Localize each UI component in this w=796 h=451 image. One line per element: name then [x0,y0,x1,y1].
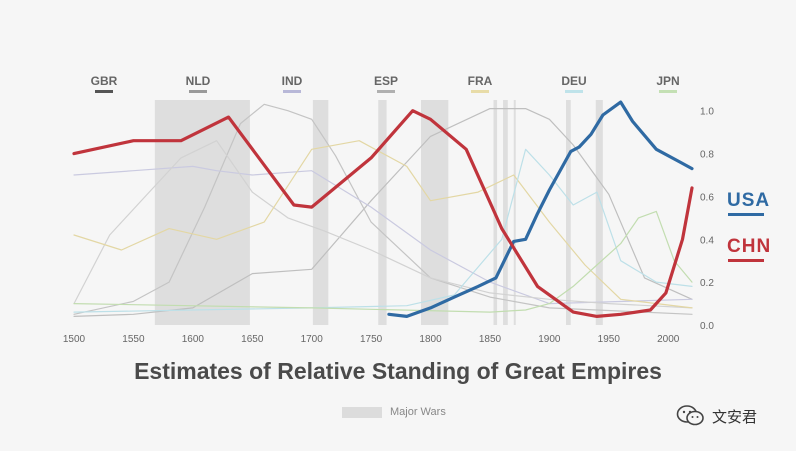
y-tick-label-0.8: 0.8 [700,150,714,161]
big-label-usa: USA [727,190,770,211]
series-line-esp [73,140,693,309]
war-band-3 [421,100,449,325]
y-tick-label-0.0: 0.0 [700,321,714,332]
legend-label-gbr: GBR [91,74,118,88]
x-tick-label-1550: 1550 [122,334,145,345]
x-tick-label-1750: 1750 [360,334,383,345]
legend-swatch-fra [471,90,489,93]
legend-label-fra: FRA [468,74,493,88]
chart-title: Estimates of Relative Standing of Great … [134,358,662,384]
legend-label-nld: NLD [186,74,211,88]
series-line-ind [73,165,693,305]
legend-swatch-esp [377,90,395,93]
big-label-underline-chn [728,259,764,262]
x-tick-label-1500: 1500 [63,334,86,345]
x-tick-label-2000: 2000 [657,334,680,345]
series-line-fra [73,140,693,309]
wars-legend: Major Wars [342,405,446,419]
legend-swatch-deu [565,90,583,93]
minor-series-lines [73,103,693,317]
legend-swatch-gbr [95,90,113,93]
wechat-icon [676,405,704,426]
war-band-2 [378,100,387,325]
legend-swatch-ind [283,90,301,93]
big-label-underline-usa [728,213,764,216]
y-tick-label-0.2: 0.2 [700,278,714,289]
x-tick-label-1850: 1850 [479,334,502,345]
x-tick-label-1800: 1800 [419,334,442,345]
legend-label-ind: IND [282,74,303,88]
x-tick-label-1600: 1600 [182,334,205,345]
legend-label-deu: DEU [561,74,586,88]
big-label-chn: CHN [727,236,771,257]
series-line-usa [387,100,694,318]
wars-legend-label: Major Wars [390,406,446,418]
war-band-1 [312,100,329,325]
series-line-nld [73,103,693,315]
legend-swatch-jpn [659,90,677,93]
x-axis-ticks: 1500 1550 1600 1650 1700 1750 1800 1850 1900 1950… [63,334,680,345]
watermark-text: 文安君 [712,407,758,426]
war-band-6 [513,100,516,325]
highlight-series-lines [72,100,694,318]
wars-swatch [342,406,382,418]
y-tick-label-1.0: 1.0 [700,107,714,118]
highlight-labels: USA CHN [727,190,771,262]
legend-swatch-nld [189,90,207,93]
war-band-8 [595,100,603,325]
war-band-7 [566,100,571,325]
x-tick-label-1700: 1700 [301,334,324,345]
x-tick-label-1650: 1650 [241,334,264,345]
x-tick-label-1950: 1950 [598,334,621,345]
series-line-jpn [73,210,693,313]
series-line-gbr [73,108,693,317]
y-tick-label-0.4: 0.4 [700,235,714,246]
war-band-5 [503,100,508,325]
watermark: 文安君 [676,404,757,428]
legend-label-esp: ESP [374,74,398,88]
x-tick-label-1900: 1900 [538,334,561,345]
legend-label-jpn: JPN [656,74,679,88]
y-axis-ticks: 0.0 0.2 0.4 0.6 0.8 1.0 [700,107,714,332]
series-line-chn [72,109,694,318]
country-legend: GBR NLD IND ESP FRA DEU JPN [91,74,680,93]
y-tick-label-0.6: 0.6 [700,192,714,203]
